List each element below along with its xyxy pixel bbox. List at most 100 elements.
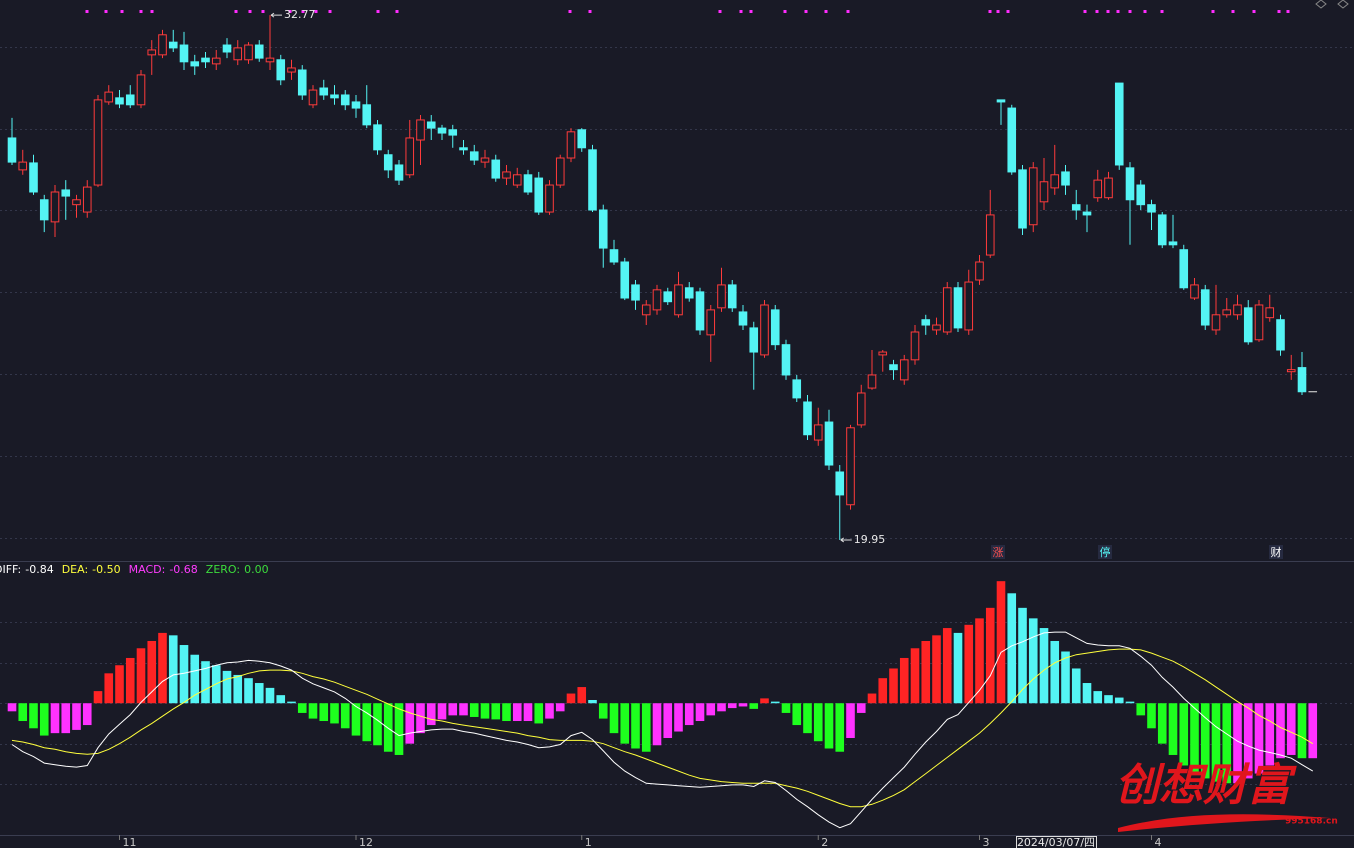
candle-body [211,57,221,65]
macd-bar [534,703,544,724]
candle-body [1082,211,1092,216]
macd-bar [254,683,264,704]
macd-bar [695,703,705,722]
candle-body [168,41,178,49]
legend-value: -0.50 [92,563,120,576]
signal-dot [150,10,154,13]
macd-bar [233,674,243,704]
watermark-swoosh [1118,814,1330,832]
macd-bar [308,703,318,719]
signal-dot [1277,10,1281,13]
signal-dot [1083,10,1087,13]
macd-bar [1233,703,1242,784]
watermark-url: 995168.cn [1285,817,1338,827]
candle-body [566,131,576,159]
dea-line [11,648,1314,808]
candle-body [50,191,60,223]
x-tick-label: 12 [359,836,373,848]
candle-body [1147,204,1156,213]
macd-bar [426,703,436,726]
candle-body [975,261,984,281]
candle-body [1233,304,1242,316]
signal-dot [588,10,592,13]
candle-body [1093,179,1103,199]
candle-body [856,392,866,426]
candle-body [1104,177,1113,199]
legend-value: -0.68 [169,563,197,576]
diff-line [11,631,1314,829]
candle-body [233,47,243,61]
candle-body [738,311,748,326]
x-tick-label: 4 [1155,836,1162,848]
macd-bar [480,703,490,719]
candle-body [136,74,146,106]
macd-bar [706,703,716,716]
candle-body [1061,171,1070,186]
macd-bar [1136,703,1146,716]
candle-body [910,331,920,361]
macd-bar [964,624,974,704]
macd-bar [1286,703,1296,755]
candle-body [512,174,522,186]
macd-bar [319,703,329,722]
macd-bar [932,635,941,704]
macd-bar [985,607,995,704]
signal-dot [996,10,1000,13]
macd-bar [1297,703,1307,759]
macd-bar [523,703,533,722]
macd-bar [491,703,501,720]
macd-bar [287,701,296,704]
candle-body [749,327,759,353]
candle-body [889,364,898,371]
candle-body [534,177,544,213]
candle-body [781,344,791,376]
toolbar-icons[interactable] [1315,0,1349,9]
macd-bar [7,703,17,712]
macd-bar [459,703,468,716]
candle-body [147,49,157,56]
macd-bar [577,687,587,704]
candle-body [158,34,167,56]
macd-bar [168,635,178,704]
macd-bar [684,703,694,726]
candle-body [985,214,995,256]
macd-bar [93,691,103,704]
candle-body [932,324,941,331]
cursor-label-box [1016,836,1097,848]
signal-dot [248,10,252,13]
candle-body [1157,214,1167,246]
candle-body [921,319,931,326]
macd-bar [330,703,339,724]
macd-bar [469,703,479,717]
legend-name: ZERO: [206,563,240,576]
candle-body [72,199,81,206]
candle-body [104,91,114,103]
signal-dot [314,10,318,13]
macd-bar [1125,701,1135,704]
macd-bar [1028,618,1038,704]
candle-body [631,284,640,301]
macd-bar [1007,593,1017,704]
macd-bar [115,665,124,704]
cursor-label: 2024/03/07/四 [1017,836,1095,848]
macd-bar [1018,607,1027,704]
macd-bar [1114,697,1124,704]
macd-bar [545,703,554,719]
macd-bar [1147,703,1156,729]
candle-body [674,284,683,316]
candle-body [760,304,769,356]
macd-bar [856,703,866,713]
candle-body [201,57,210,63]
candle-body [792,379,802,399]
x-tick-label: 2 [821,836,828,848]
macd-bar [276,695,286,704]
candle-body [1179,249,1189,289]
candle-body [437,127,447,134]
macd-bar [1071,668,1081,704]
macd-bar [781,703,791,713]
macd-bar [749,703,759,709]
candle-body [61,189,71,197]
macd-bar [792,703,802,726]
candle-body [663,291,673,303]
